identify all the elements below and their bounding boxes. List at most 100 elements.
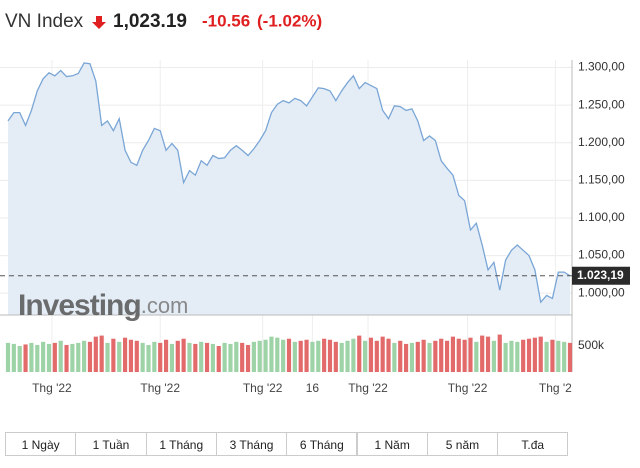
volume-bar bbox=[368, 337, 374, 372]
volume-bar bbox=[199, 341, 204, 372]
volume-bar bbox=[474, 341, 479, 372]
current-box bbox=[572, 266, 630, 285]
volume-bar bbox=[345, 340, 350, 372]
volume-bar bbox=[322, 338, 327, 372]
volume-bar bbox=[275, 337, 280, 372]
volume-bar bbox=[550, 339, 555, 372]
volume-bar bbox=[298, 340, 303, 372]
x-tick-label: Thg '22 bbox=[140, 381, 180, 395]
volume-bar bbox=[222, 342, 227, 372]
watermark-suffix: .com bbox=[141, 293, 189, 318]
volume-bar bbox=[556, 340, 561, 372]
x-tick-label: Thg '22 bbox=[32, 381, 72, 395]
volume-bar bbox=[567, 342, 573, 372]
y-tick-label: 1.150,00 bbox=[578, 173, 625, 187]
volume-bar bbox=[462, 339, 467, 372]
volume-bar bbox=[310, 341, 315, 372]
volume-bar bbox=[158, 342, 163, 372]
volume-bar bbox=[515, 341, 520, 372]
volume-bar bbox=[245, 344, 251, 372]
volume-bar bbox=[421, 339, 426, 372]
volume-bar bbox=[105, 342, 110, 372]
range-button[interactable]: 1 Năm bbox=[356, 432, 428, 456]
volume-bar bbox=[263, 339, 268, 372]
watermark-brand: Investing bbox=[18, 289, 141, 322]
volume-bar bbox=[269, 336, 274, 372]
last-price: 1,023.19 bbox=[113, 11, 187, 32]
volume-bar bbox=[117, 341, 122, 372]
volume-bar bbox=[327, 339, 333, 372]
volume-bar bbox=[99, 335, 104, 372]
y-tick-label: 1.000,00 bbox=[578, 285, 625, 299]
volume-bar bbox=[357, 335, 362, 372]
volume-bar bbox=[140, 342, 145, 372]
volume-bar bbox=[251, 341, 256, 372]
volume-bar bbox=[46, 343, 52, 372]
range-button[interactable]: 1 Tháng bbox=[145, 432, 217, 456]
x-tick-label: Thg '22 bbox=[243, 381, 283, 395]
volume-bar bbox=[5, 342, 11, 372]
volume-bar bbox=[497, 334, 502, 372]
volume-bar bbox=[169, 343, 175, 372]
volume-bar bbox=[281, 339, 286, 372]
volume-bar bbox=[374, 340, 379, 372]
volume-bar bbox=[17, 346, 22, 372]
range-button[interactable]: 5 năm bbox=[426, 432, 499, 456]
volume-bar bbox=[339, 342, 344, 372]
x-tick-label: Thg '2 bbox=[539, 381, 572, 395]
volume-bar bbox=[122, 337, 128, 372]
volume-bar bbox=[70, 343, 75, 372]
volume-bar bbox=[111, 338, 116, 372]
volume-bar bbox=[216, 346, 221, 372]
volume-bar bbox=[380, 336, 385, 372]
volume-tick-label: 500k bbox=[578, 338, 605, 352]
y-tick-label: 1.100,00 bbox=[578, 210, 625, 224]
price-line bbox=[7, 62, 571, 304]
current-label: 1.023,19 bbox=[577, 268, 624, 282]
x-tick-label: Thg '22 bbox=[448, 381, 488, 395]
y-tick-label: 1.050,00 bbox=[578, 248, 625, 262]
volume-bar bbox=[427, 342, 432, 372]
volume-bar bbox=[23, 344, 28, 372]
range-button[interactable]: 1 Ngày bbox=[5, 432, 77, 456]
volume-bar bbox=[134, 340, 139, 372]
volume-bar bbox=[11, 343, 16, 372]
volume-bar bbox=[544, 341, 549, 372]
volume-bar bbox=[175, 340, 180, 372]
volume-bar bbox=[386, 338, 391, 372]
volume-bar bbox=[210, 343, 215, 372]
range-button[interactable]: 6 Tháng bbox=[286, 432, 358, 456]
volume-bar bbox=[439, 338, 444, 372]
range-button[interactable]: T.đa bbox=[497, 432, 569, 456]
volume-bar bbox=[521, 339, 526, 372]
volume-bar bbox=[29, 342, 34, 372]
volume-bar bbox=[363, 340, 368, 372]
volume-bar bbox=[480, 335, 485, 372]
volume-bar bbox=[146, 344, 151, 372]
volume-bar bbox=[204, 342, 210, 372]
range-button[interactable]: 3 Tháng bbox=[215, 432, 288, 456]
volume-bar bbox=[163, 339, 169, 372]
volume-bar bbox=[181, 338, 186, 372]
volume-bar bbox=[128, 339, 134, 372]
volume-bar bbox=[526, 338, 532, 372]
volume-bar bbox=[58, 340, 63, 372]
volume-bar bbox=[333, 341, 338, 372]
volume-bar bbox=[509, 340, 514, 372]
volume-bar bbox=[87, 341, 93, 372]
volume-bar bbox=[444, 340, 450, 372]
volume-bar bbox=[304, 339, 309, 372]
volume-bar bbox=[35, 344, 40, 372]
volume-bar bbox=[398, 340, 403, 372]
volume-bar bbox=[286, 338, 292, 372]
volume-bar bbox=[234, 341, 239, 372]
area bbox=[8, 63, 570, 315]
y-tick-label: 1.250,00 bbox=[578, 97, 625, 111]
volume-bar bbox=[562, 341, 567, 372]
volume-bar bbox=[351, 338, 356, 372]
volume-bar bbox=[257, 340, 262, 372]
volume-bar bbox=[152, 341, 157, 372]
down-arrow bbox=[92, 16, 106, 29]
range-button[interactable]: 1 Tuần bbox=[75, 432, 147, 456]
